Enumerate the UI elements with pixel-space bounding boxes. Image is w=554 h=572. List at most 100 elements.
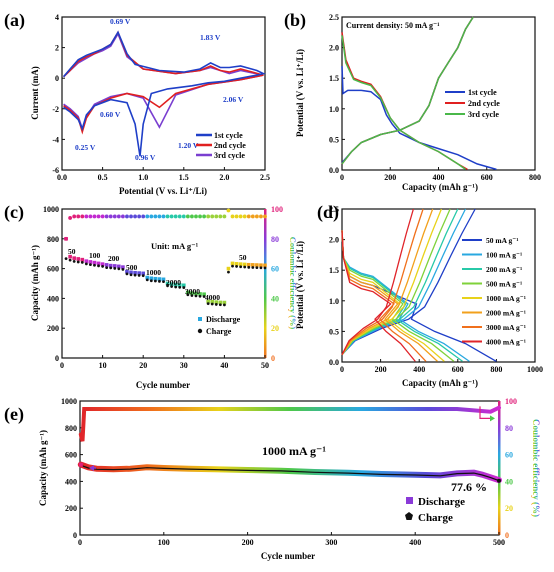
x-tick-label: 200 bbox=[242, 538, 254, 547]
charge-point bbox=[206, 302, 210, 306]
rate-label: 50 bbox=[68, 247, 76, 256]
discharge-point bbox=[137, 271, 141, 275]
charge-point bbox=[129, 273, 133, 277]
discharge-point bbox=[141, 271, 145, 276]
efficiency-point bbox=[129, 214, 133, 219]
charge-point bbox=[223, 303, 226, 307]
discharge-point bbox=[230, 261, 235, 266]
efficiency-point bbox=[230, 214, 235, 219]
panel-e-xlabel: Cycle number bbox=[261, 551, 315, 561]
legend-label: 1000 mA g⁻¹ bbox=[486, 294, 526, 303]
efficiency-point bbox=[226, 208, 231, 213]
efficiency-point bbox=[202, 214, 207, 219]
legend-label-discharge: Discharge bbox=[206, 315, 241, 324]
axis-arrow-right bbox=[479, 406, 492, 419]
y-tick-label: 1.5 bbox=[329, 266, 339, 275]
legend-label: 3rd cycle bbox=[468, 110, 499, 119]
y-tick-label: 2.5 bbox=[329, 205, 339, 214]
charge-point bbox=[186, 293, 190, 297]
peak-annotation: 0.69 V bbox=[110, 17, 131, 26]
charge-point bbox=[145, 278, 149, 282]
peak-annotation: 1.83 V bbox=[200, 33, 221, 42]
efficiency-point bbox=[68, 216, 73, 220]
legend-label: 2nd cycle bbox=[468, 99, 500, 108]
charge-point bbox=[68, 258, 72, 262]
y2-tick-label: 20 bbox=[505, 504, 513, 513]
discharge-point bbox=[64, 237, 68, 241]
efficiency-point bbox=[145, 214, 150, 219]
y-tick-label: 0.0 bbox=[329, 358, 339, 367]
charge-point-last bbox=[497, 478, 501, 483]
efficiency-point bbox=[125, 214, 129, 219]
charge-point bbox=[190, 294, 194, 297]
rate-label: 500 bbox=[126, 263, 138, 272]
panel-d-frame bbox=[341, 208, 536, 363]
charge-point bbox=[141, 274, 145, 278]
rate-label: 4000 bbox=[205, 293, 220, 302]
legend-swatch-discharge bbox=[406, 497, 413, 504]
axis-arrow-left-head bbox=[89, 465, 94, 471]
x-tick-label: 10 bbox=[99, 361, 107, 370]
efficiency-point bbox=[104, 214, 109, 219]
discharge-curve-1 bbox=[341, 65, 497, 171]
x-tick-label: 600 bbox=[452, 365, 464, 374]
efficiency-point bbox=[190, 214, 194, 219]
charge-point bbox=[218, 303, 222, 307]
charge-point bbox=[113, 266, 117, 270]
discharge-point bbox=[133, 270, 137, 275]
efficiency-point bbox=[133, 214, 137, 219]
charge-point bbox=[109, 266, 113, 270]
cv-curve-1 bbox=[62, 30, 266, 157]
discharge-point bbox=[202, 292, 206, 297]
y-tick-label: 1.0 bbox=[329, 297, 339, 306]
legend-label-discharge: Discharge bbox=[418, 496, 465, 508]
discharge-point bbox=[169, 282, 174, 287]
peak-annotation: 0.96 V bbox=[135, 153, 156, 162]
x-tick-label: 800 bbox=[529, 173, 541, 182]
discharge-point bbox=[246, 262, 251, 267]
efficiency-point bbox=[161, 214, 166, 219]
legend-label: 500 mA g⁻¹ bbox=[486, 280, 522, 289]
panel-c-ylabel: Capacity (mAh g⁻¹) bbox=[30, 245, 40, 321]
x-tick-label: 30 bbox=[180, 361, 188, 370]
rate-label: 200 bbox=[108, 254, 120, 263]
panel-e-y2-axis bbox=[498, 401, 501, 535]
efficiency-point bbox=[254, 214, 259, 219]
x-tick-label: 800 bbox=[490, 365, 502, 374]
rate-label: 3000 bbox=[185, 287, 200, 296]
charge-point bbox=[239, 265, 243, 269]
discharge-point bbox=[96, 261, 101, 266]
y-tick-label: 2.0 bbox=[329, 44, 339, 53]
discharge-point bbox=[242, 262, 247, 267]
discharge-point bbox=[129, 270, 133, 275]
panel-b-frame bbox=[341, 16, 536, 171]
charge-point bbox=[182, 286, 186, 289]
y-tick-label: 600 bbox=[65, 451, 77, 460]
discharge-point bbox=[100, 262, 105, 266]
x-tick-label: 0 bbox=[60, 361, 64, 370]
peak-annotation: 2.06 V bbox=[223, 95, 244, 104]
discharge-point bbox=[214, 300, 219, 304]
discharge-point bbox=[104, 263, 109, 267]
discharge-point bbox=[222, 300, 227, 305]
discharge-point bbox=[161, 277, 166, 282]
efficiency-point bbox=[242, 214, 247, 219]
charge-point bbox=[121, 268, 125, 271]
y2-tick-label: 0 bbox=[271, 354, 275, 363]
discharge-point bbox=[198, 292, 202, 296]
efficiency-point bbox=[84, 214, 89, 219]
y2-tick-label: 0 bbox=[505, 531, 509, 540]
panel-c-y2-axis bbox=[264, 209, 267, 358]
discharge-point bbox=[125, 269, 129, 274]
y-tick-label: 1000 bbox=[43, 205, 59, 214]
x-tick-label: 1.0 bbox=[138, 173, 148, 182]
efficiency-point bbox=[246, 214, 251, 219]
rate-label: 2000 bbox=[166, 278, 181, 287]
discharge-point bbox=[226, 266, 231, 271]
y-tick-label: 0 bbox=[55, 354, 59, 363]
panel-c-frame bbox=[61, 208, 266, 359]
panel-e-y2label: Coulombic efficiency (%) bbox=[531, 419, 541, 517]
x-tick-label: 0 bbox=[340, 173, 344, 182]
legend-label: 200 mA g⁻¹ bbox=[486, 265, 522, 274]
